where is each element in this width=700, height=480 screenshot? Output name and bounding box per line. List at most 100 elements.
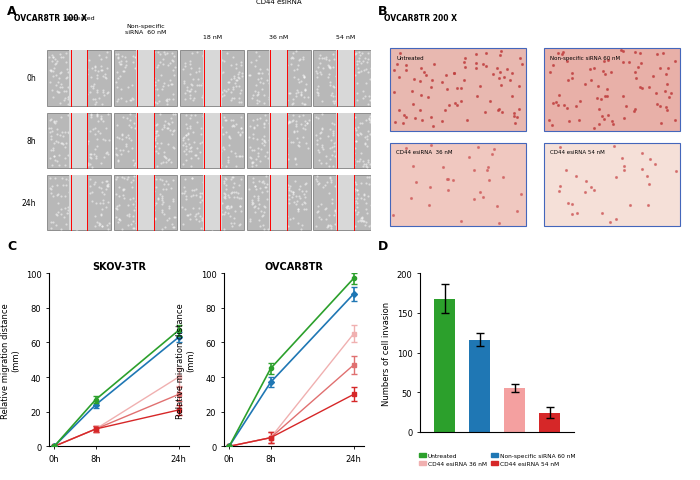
Point: [113, 216, 125, 224]
Point: [169, 127, 180, 134]
Point: [92, 113, 103, 121]
Point: [65, 54, 76, 62]
Point: [278, 58, 289, 66]
Point: [270, 153, 281, 161]
Point: [258, 137, 269, 144]
Point: [337, 149, 349, 156]
Point: [290, 123, 302, 131]
Point: [161, 98, 172, 106]
Point: [234, 132, 245, 140]
Point: [312, 181, 323, 189]
Point: [118, 175, 130, 182]
Point: [229, 215, 240, 222]
Point: [350, 223, 361, 230]
Point: [258, 137, 270, 145]
Point: [604, 219, 615, 227]
Point: [132, 71, 143, 79]
Point: [223, 86, 234, 94]
Point: [280, 218, 291, 226]
Point: [671, 168, 682, 176]
Point: [125, 97, 136, 105]
Point: [315, 60, 326, 67]
Point: [50, 118, 62, 126]
Point: [183, 131, 194, 139]
Point: [161, 185, 172, 193]
Point: [617, 93, 629, 100]
Point: [232, 74, 244, 82]
Point: [276, 191, 288, 199]
Point: [323, 63, 334, 71]
Point: [214, 121, 225, 129]
Point: [193, 68, 204, 76]
Point: [253, 193, 264, 201]
Point: [44, 125, 55, 132]
Point: [143, 97, 154, 105]
Point: [567, 210, 578, 218]
Point: [125, 111, 136, 119]
Point: [75, 84, 86, 92]
Point: [370, 186, 381, 193]
Text: 18 nM: 18 nM: [202, 35, 222, 39]
Point: [631, 75, 642, 83]
Point: [127, 96, 139, 104]
Point: [111, 191, 122, 198]
Point: [162, 62, 174, 70]
Point: [136, 199, 147, 207]
Point: [181, 125, 193, 133]
Point: [67, 145, 78, 153]
Point: [63, 101, 74, 108]
Point: [349, 179, 360, 187]
Point: [323, 64, 335, 72]
Point: [262, 196, 273, 204]
Bar: [181, 113, 244, 168]
Point: [128, 177, 139, 185]
Point: [141, 191, 152, 198]
Point: [120, 54, 131, 62]
Point: [181, 112, 192, 120]
Point: [320, 216, 331, 223]
Point: [366, 68, 377, 75]
Point: [142, 213, 153, 220]
Point: [159, 118, 170, 125]
Point: [136, 50, 147, 58]
Point: [68, 210, 79, 217]
Point: [132, 129, 144, 137]
Point: [350, 137, 361, 145]
Bar: [314, 51, 377, 107]
Point: [150, 199, 162, 207]
Point: [661, 71, 672, 78]
Point: [89, 125, 100, 132]
Point: [68, 50, 79, 58]
Point: [300, 126, 311, 133]
Point: [186, 162, 197, 170]
Point: [232, 71, 244, 78]
Point: [289, 178, 300, 186]
Point: [185, 125, 196, 133]
Point: [606, 70, 617, 77]
Point: [120, 58, 132, 65]
Point: [654, 103, 665, 110]
Point: [228, 122, 239, 130]
Point: [300, 180, 312, 187]
Point: [363, 116, 374, 123]
Point: [88, 84, 99, 92]
Point: [279, 59, 290, 67]
Point: [96, 223, 107, 230]
Point: [275, 90, 286, 98]
Y-axis label: Relative migration distance
(mm): Relative migration distance (mm): [176, 302, 195, 418]
Point: [150, 176, 162, 183]
Point: [177, 142, 188, 149]
Point: [70, 226, 81, 233]
Point: [225, 76, 237, 84]
Point: [90, 64, 101, 72]
Point: [405, 195, 416, 203]
Point: [270, 149, 281, 156]
Point: [70, 122, 81, 130]
Point: [275, 125, 286, 133]
Point: [516, 61, 527, 69]
Point: [122, 175, 133, 183]
Point: [298, 73, 309, 81]
Point: [156, 200, 167, 208]
Point: [97, 136, 108, 144]
Point: [70, 63, 81, 71]
